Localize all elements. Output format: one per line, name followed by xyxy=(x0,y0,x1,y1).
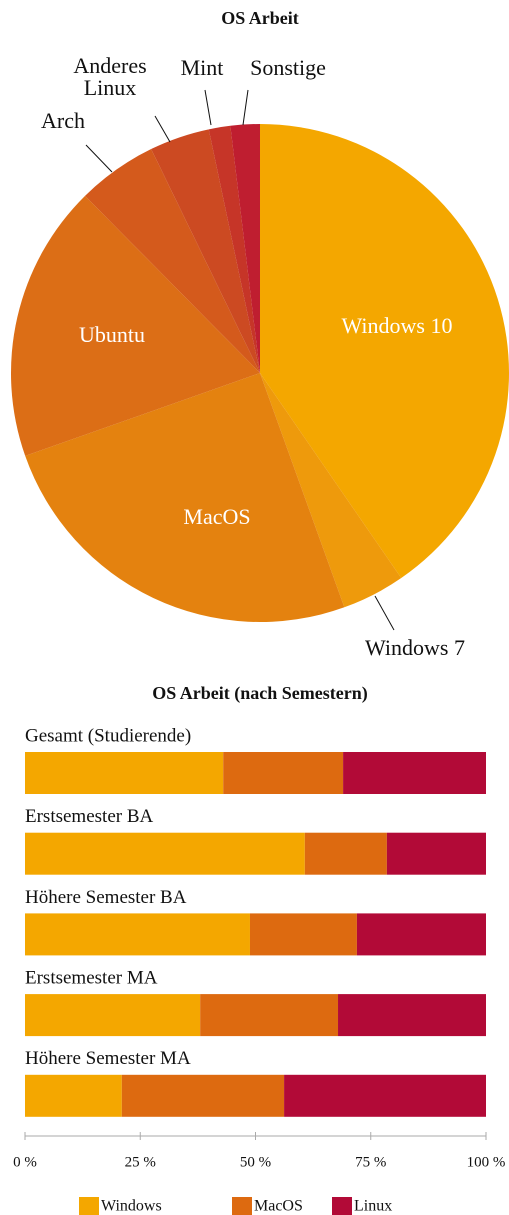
pie-slice xyxy=(230,124,260,373)
leader-line xyxy=(242,89,249,126)
pie-slice xyxy=(151,129,260,373)
bar-segment xyxy=(25,832,305,875)
pie-label: MacOS xyxy=(183,504,250,529)
pie-label: Anderes Linux xyxy=(73,55,147,100)
bar-title: OS Arbeit (nach Semestern) xyxy=(152,683,367,704)
pie-slice xyxy=(260,124,509,579)
leader-line xyxy=(154,115,171,143)
pie-label-text: Anderes Linux xyxy=(73,55,147,100)
legend-label: MacOS xyxy=(254,1198,303,1215)
bar-segment xyxy=(200,994,339,1037)
pie-label: Windows 10 xyxy=(342,313,453,338)
bar-segment xyxy=(284,1074,486,1117)
category-label: Erstsemester BA xyxy=(25,806,154,827)
legend-label: Linux xyxy=(354,1198,392,1215)
pie-title: OS Arbeit xyxy=(221,8,299,28)
bar-segment xyxy=(304,832,387,875)
pie-slice xyxy=(85,149,260,373)
bar-segment xyxy=(338,994,486,1037)
legend-label: Windows xyxy=(101,1198,162,1215)
x-tick-label: 50 % xyxy=(240,1154,271,1170)
pie-label: Ubuntu xyxy=(79,322,145,347)
bar-segment xyxy=(25,1074,122,1117)
x-tick-label: 75 % xyxy=(355,1154,386,1170)
legend-swatch xyxy=(332,1197,352,1215)
legend-swatch xyxy=(79,1197,99,1215)
category-label: Gesamt (Studierende) xyxy=(25,725,191,746)
bar-segment xyxy=(249,913,357,956)
pie-label: Windows 7 xyxy=(365,635,465,660)
leader-line xyxy=(374,595,395,631)
pie-label: Arch xyxy=(41,108,85,133)
bar-segment xyxy=(25,994,201,1037)
category-label: Höhere Semester MA xyxy=(25,1048,191,1069)
pie-slice xyxy=(260,373,402,608)
bar-segment xyxy=(223,752,344,794)
bar-segment xyxy=(343,752,486,794)
pie-slice xyxy=(11,195,260,456)
leader-line xyxy=(204,89,212,126)
category-label: Erstsemester MA xyxy=(25,967,158,988)
bar-segment xyxy=(386,832,486,875)
pie-label: Sonstige xyxy=(250,55,326,80)
x-tick-label: 25 % xyxy=(125,1154,156,1170)
pie-slice xyxy=(25,373,345,622)
x-tick-label: 0 % xyxy=(13,1154,37,1170)
bar-segment xyxy=(25,913,250,956)
leader-line xyxy=(85,144,113,173)
category-label: Höhere Semester BA xyxy=(25,887,187,908)
bar-segment xyxy=(356,913,486,956)
pie-slice xyxy=(208,125,260,373)
pie-label: Mint xyxy=(181,55,224,80)
x-tick-label: 100 % xyxy=(467,1154,506,1170)
legend-swatch xyxy=(232,1197,252,1215)
bar-segment xyxy=(121,1074,285,1117)
bar-segment xyxy=(25,752,224,794)
